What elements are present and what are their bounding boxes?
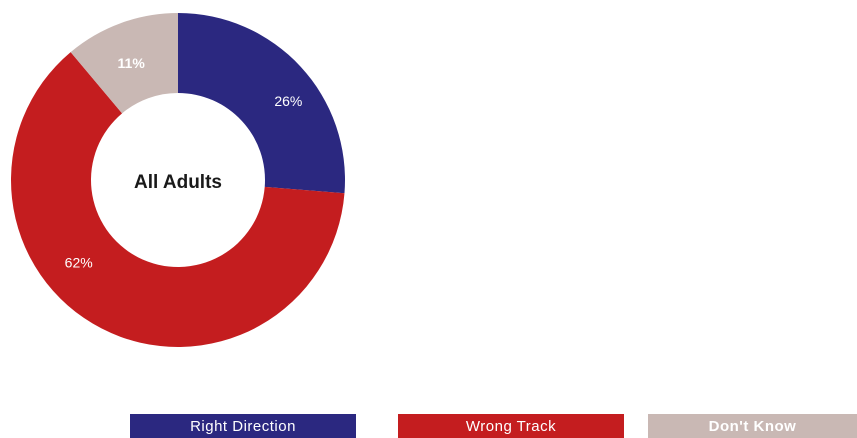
legend-label-right-direction: Right Direction [190, 418, 296, 435]
slice-labels: 26% 62% 11% [65, 55, 303, 271]
center-label: All Adults [134, 172, 222, 193]
donut-slices [11, 13, 346, 347]
slice-right-direction [178, 13, 346, 194]
slice-label-don-t-know: 11% [118, 55, 146, 71]
legend-label-dont-know: Don't Know [708, 418, 797, 435]
slice-don-t-know [70, 13, 178, 114]
legend-item-wrong-track: Wrong Track [398, 414, 624, 438]
slice-wrong-track [11, 52, 345, 347]
slice-label-right-direction: 26% [274, 93, 302, 109]
legend-label-wrong-track: Wrong Track [465, 418, 557, 435]
legend-item-right-direction: Right Direction [130, 414, 356, 438]
slice-label-wrong-track: 62% [65, 255, 93, 271]
legend-item-dont-know: Don't Know [648, 414, 857, 438]
